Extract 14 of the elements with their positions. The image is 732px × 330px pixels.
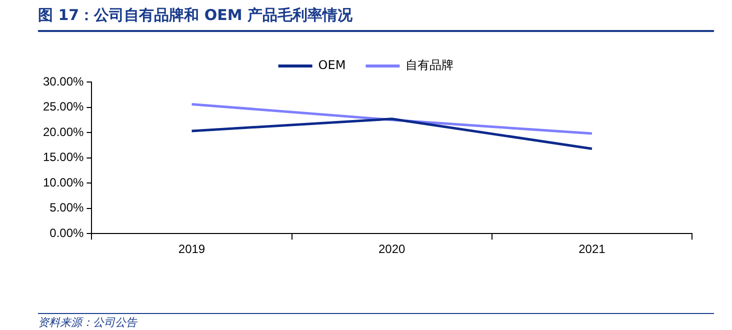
y-tick-label: 15.00%	[42, 150, 84, 164]
y-tick-label: 0.00%	[50, 226, 84, 240]
y-tick-label: 25.00%	[42, 100, 84, 114]
x-tick-label: 2020	[378, 242, 406, 256]
y-tick-label: 10.00%	[42, 175, 84, 190]
x-tick-label: 2019	[178, 242, 206, 256]
chart-title: 图 17：公司自有品牌和 OEM 产品毛利率情况	[38, 6, 352, 25]
legend-label: OEM	[318, 58, 346, 72]
text: 资料来源：公司公告	[38, 315, 137, 330]
x-tick-label: 2021	[578, 242, 606, 256]
y-tick-label: 5.00%	[50, 200, 84, 215]
y-tick-label: 20.00%	[42, 124, 84, 139]
legend-label: 自有品牌	[406, 58, 454, 72]
y-tick-label: 30.00%	[42, 74, 84, 88]
